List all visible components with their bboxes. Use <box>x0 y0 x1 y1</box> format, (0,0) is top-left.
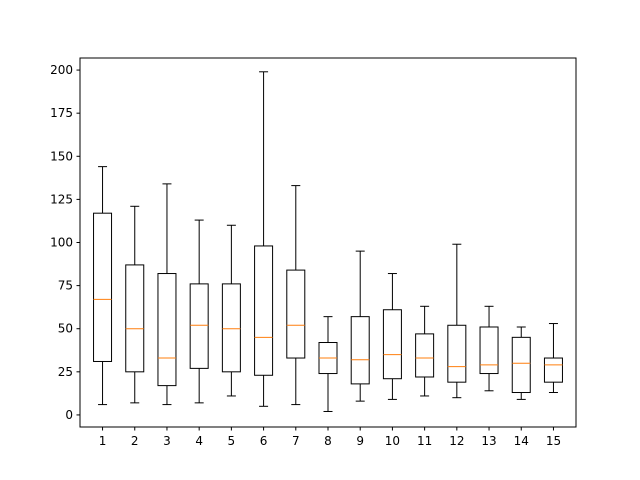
y-tick-label-0: 0 <box>65 408 73 422</box>
y-tick-label-125: 125 <box>50 192 73 206</box>
box-13 <box>479 305 499 392</box>
iqr-box-12 <box>447 324 467 383</box>
x-tick-label-1: 1 <box>99 434 107 448</box>
box-8 <box>318 316 338 412</box>
y-tick-label-175: 175 <box>50 106 73 120</box>
box-14 <box>511 326 531 400</box>
box-10 <box>382 273 402 400</box>
iqr-box-15 <box>543 357 563 383</box>
box-1 <box>93 166 113 406</box>
axes-frame <box>79 57 577 428</box>
x-tick-label-8: 8 <box>324 434 332 448</box>
box-15 <box>543 323 563 394</box>
y-tick-label-200: 200 <box>50 63 73 77</box>
iqr-box-9 <box>350 316 370 385</box>
box-6 <box>254 71 274 407</box>
x-tick-label-11: 11 <box>417 434 432 448</box>
y-tick-label-25: 25 <box>58 365 73 379</box>
iqr-box-10 <box>382 309 402 380</box>
x-tick-label-9: 9 <box>356 434 364 448</box>
iqr-box-4 <box>189 283 209 369</box>
box-2 <box>125 205 145 404</box>
x-tick-label-15: 15 <box>546 434 561 448</box>
x-tick-label-6: 6 <box>260 434 268 448</box>
x-tick-label-5: 5 <box>228 434 236 448</box>
iqr-box-6 <box>254 245 274 376</box>
x-tick-label-7: 7 <box>292 434 300 448</box>
box-9 <box>350 250 370 402</box>
iqr-box-2 <box>125 264 145 373</box>
x-tick-label-12: 12 <box>449 434 464 448</box>
box-12 <box>447 243 467 399</box>
box-7 <box>286 185 306 406</box>
x-tick-label-13: 13 <box>481 434 496 448</box>
iqr-box-5 <box>221 283 241 373</box>
x-tick-label-10: 10 <box>385 434 400 448</box>
x-tick-label-3: 3 <box>163 434 171 448</box>
box-5 <box>221 224 241 397</box>
y-tick-label-150: 150 <box>50 149 73 163</box>
iqr-box-7 <box>286 269 306 359</box>
x-tick-label-2: 2 <box>131 434 139 448</box>
x-tick-label-14: 14 <box>514 434 529 448</box>
plot-area <box>93 71 563 412</box>
iqr-box-1 <box>93 212 113 362</box>
y-tick-label-75: 75 <box>58 279 73 293</box>
iqr-box-13 <box>479 326 499 375</box>
iqr-box-14 <box>511 336 531 394</box>
y-tick-label-50: 50 <box>58 322 73 336</box>
box-4 <box>189 219 209 404</box>
box-11 <box>415 305 435 397</box>
box-3 <box>157 183 177 406</box>
y-tick-label-100: 100 <box>50 236 73 250</box>
iqr-box-11 <box>415 333 435 378</box>
x-tick-label-4: 4 <box>195 434 203 448</box>
iqr-box-3 <box>157 273 177 387</box>
